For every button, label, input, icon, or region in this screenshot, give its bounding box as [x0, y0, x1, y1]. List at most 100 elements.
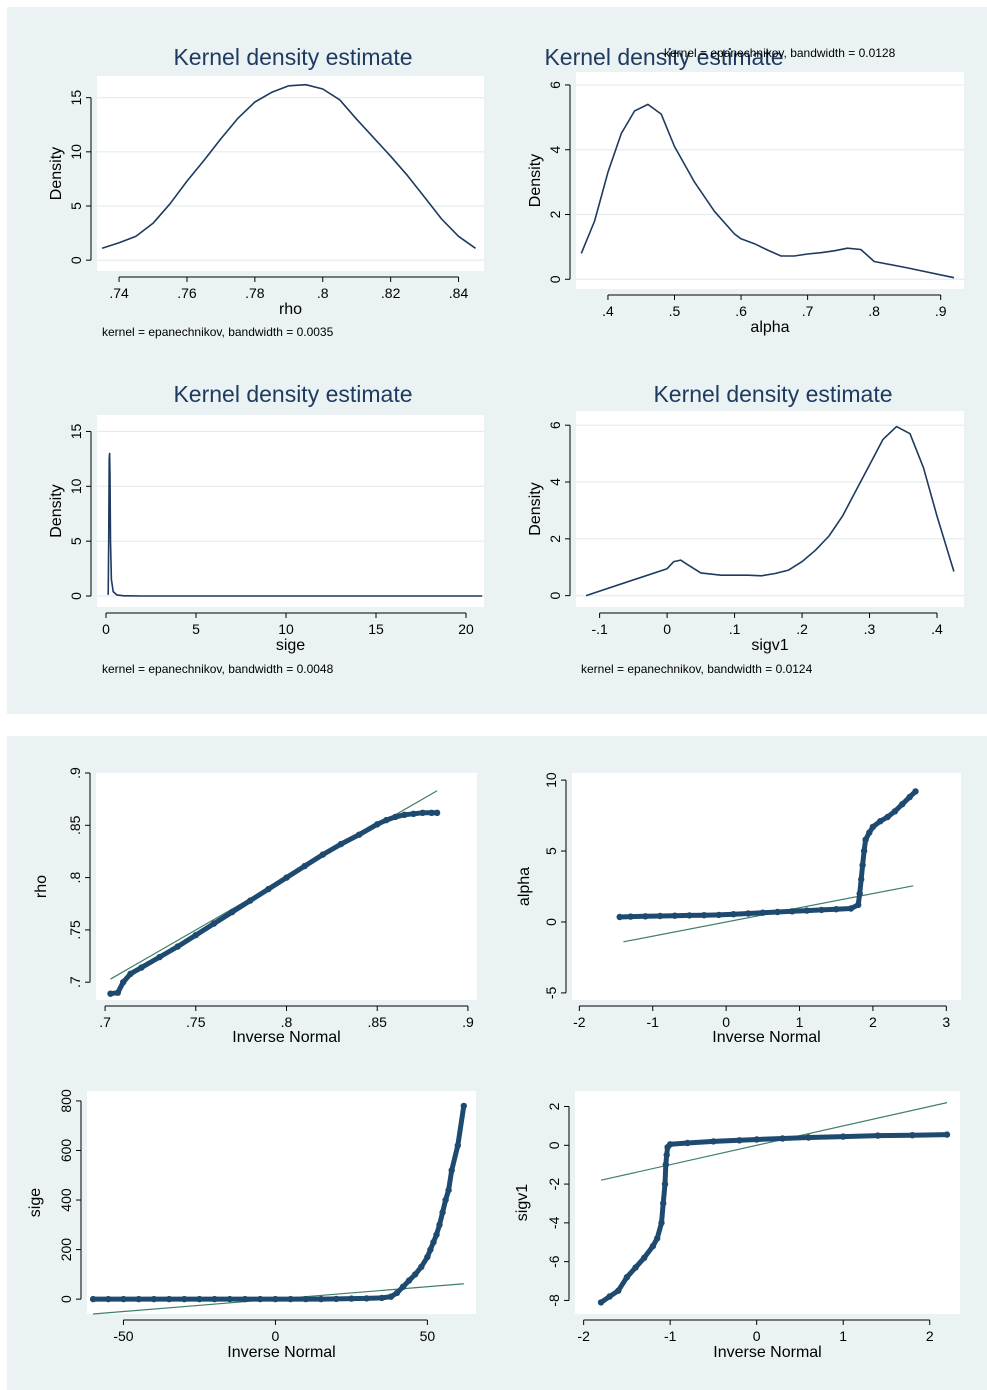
data-point [884, 813, 891, 821]
x-tick-label: .5 [669, 303, 681, 319]
data-point [287, 1295, 294, 1303]
x-tick-label: -1 [664, 1328, 677, 1344]
y-tick-label: .7 [67, 976, 83, 988]
x-tick-label: 5 [192, 621, 200, 637]
data-point [606, 1293, 613, 1300]
y-tick-label: .85 [67, 815, 83, 835]
data-point [862, 836, 869, 843]
data-point [211, 1295, 218, 1303]
chart-title: Kernel density estimate [173, 44, 412, 70]
x-tick-label: .4 [931, 621, 943, 637]
y-tick-label: 5 [68, 537, 84, 545]
data-point [135, 1295, 142, 1303]
x-axis-label: Inverse Normal [227, 1344, 335, 1361]
data-point [818, 906, 825, 914]
data-point [460, 1102, 467, 1110]
x-axis-label: rho [279, 301, 302, 318]
x-tick-label: 2 [926, 1328, 934, 1344]
data-point [654, 1235, 661, 1242]
data-point [641, 1254, 648, 1262]
data-point [906, 793, 913, 801]
x-tick-label: .4 [602, 303, 614, 319]
y-tick-label: 4 [547, 146, 563, 154]
x-tick-label: .9 [462, 1014, 474, 1030]
x-tick-label: 2 [869, 1014, 877, 1030]
data-point [424, 1253, 431, 1261]
plot-area [87, 1091, 476, 1314]
x-tick-label: -50 [113, 1328, 133, 1344]
data-point [348, 1295, 355, 1302]
x-axis-label: Inverse Normal [713, 1344, 821, 1361]
x-tick-label: .7 [802, 303, 814, 319]
y-tick-label: 4 [547, 478, 563, 486]
data-point [412, 1271, 419, 1278]
data-point [150, 1295, 158, 1303]
data-point [660, 1200, 667, 1207]
data-point [301, 862, 308, 870]
data-point [433, 809, 441, 816]
data-point [319, 851, 326, 858]
x-tick-label: .3 [864, 621, 876, 637]
data-point [272, 1295, 279, 1303]
x-tick-label: 15 [368, 621, 384, 637]
y-tick-label: 6 [547, 421, 563, 429]
chart-note: kernel = epanechnikov, bandwidth = 0.012… [664, 46, 896, 60]
data-point [355, 831, 363, 838]
data-point [378, 1294, 385, 1302]
data-point [393, 1289, 401, 1297]
y-tick-label: .9 [67, 767, 83, 779]
data-point [105, 1295, 112, 1303]
data-point [860, 847, 868, 855]
data-point [241, 1295, 249, 1303]
y-tick-label: 2 [547, 210, 563, 218]
data-point [363, 1295, 370, 1302]
data-point [445, 1186, 452, 1194]
data-point [120, 979, 127, 986]
y-tick-label: 2 [546, 1102, 562, 1110]
data-point [615, 1287, 622, 1294]
data-point [387, 1293, 395, 1300]
data-point [427, 1246, 434, 1253]
x-tick-label: .74 [109, 285, 129, 301]
chart-3: 0 5 10 15 20 0 5 10 15 sige Density Kernel density … [48, 381, 484, 676]
data-point [686, 912, 693, 919]
y-tick-label: 0 [68, 256, 84, 264]
data-point [302, 1295, 309, 1303]
data-point [418, 1263, 425, 1271]
data-point [107, 990, 114, 997]
x-tick-label: .75 [186, 1014, 206, 1030]
y-axis-label: sigv1 [514, 1184, 531, 1221]
y-tick-label: -4 [546, 1216, 562, 1229]
x-tick-label: .85 [367, 1014, 387, 1030]
y-axis-label: rho [33, 875, 50, 898]
chart-6: -2 -1 0 1 2 3 -5 0 5 10 Inverse Normal alpha [516, 772, 961, 1046]
plot-area [97, 76, 484, 271]
x-tick-label: -2 [573, 1014, 586, 1030]
data-point [745, 910, 752, 917]
data-point [317, 1295, 325, 1303]
data-point [181, 1295, 188, 1303]
plot-area [96, 773, 477, 1000]
data-point [247, 897, 254, 904]
y-axis-label: Density [527, 154, 544, 207]
x-tick-label: .1 [729, 621, 741, 637]
y-axis-label: Density [48, 484, 65, 537]
reference-line [600, 1102, 948, 1181]
data-point [859, 862, 866, 869]
chart-title: Kernel density estimate [173, 381, 412, 407]
chart-8: -2 -1 0 1 2 -8 -6 -4 -2 0 2 Inverse Normal sigv1 [514, 1091, 960, 1361]
data-point [419, 809, 426, 816]
y-tick-label: .8 [67, 872, 83, 884]
data-point [663, 1151, 670, 1159]
x-tick-label: .2 [796, 621, 808, 637]
y-tick-label: 800 [58, 1089, 74, 1113]
y-tick-label: -6 [546, 1255, 562, 1268]
data-point [228, 908, 236, 916]
density-curve [107, 452, 483, 597]
data-point [428, 809, 435, 816]
y-axis-label: Density [527, 482, 544, 535]
data-point [642, 913, 649, 920]
data-point [671, 912, 678, 919]
x-axis-label: sigv1 [751, 637, 788, 654]
y-tick-label: 0 [547, 592, 563, 600]
